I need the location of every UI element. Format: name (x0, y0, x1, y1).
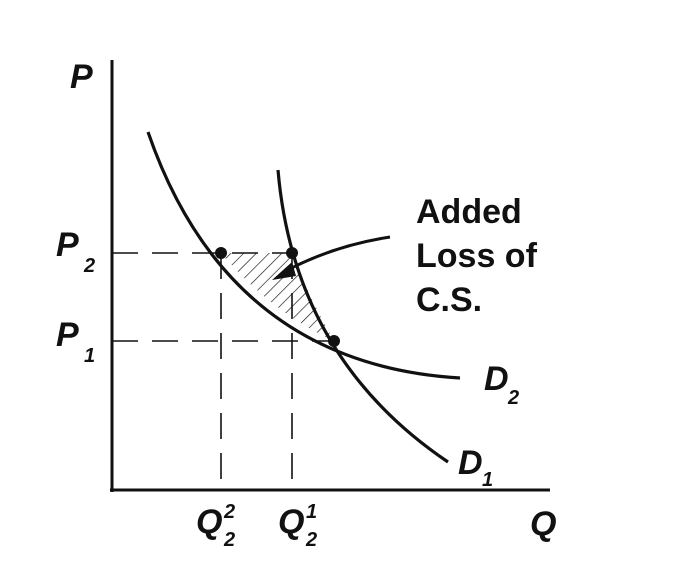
demand-curve-d2 (146, 131, 461, 380)
arrowhead-icon (272, 262, 296, 280)
quantity-label-q2-2-sub: 2 (224, 529, 236, 551)
quantity-label-q2-1-sub: 2 (306, 529, 318, 551)
quantity-label-q2-2-main: Q (196, 503, 223, 541)
curve-label-d2-sub: 2 (508, 387, 520, 409)
price-label-p1-sub: 1 (84, 345, 96, 367)
price-label-p2-main: P (56, 226, 79, 264)
point-p1-equilibrium (328, 335, 340, 347)
curve-label-d1-sub: 1 (482, 469, 494, 491)
demand-curve-d1 (276, 169, 449, 464)
annotation-line-2: Loss of (416, 237, 537, 275)
annotation-line-3: C.S. (416, 281, 483, 319)
y-axis-label: P (70, 58, 93, 96)
quantity-label-q2-1-main: Q (278, 503, 305, 541)
price-label-p1-main: P (56, 316, 79, 354)
added-loss-area (221, 253, 334, 341)
curve-label-d1-main: D (458, 444, 483, 482)
quantity-label-q2-1-sup: 1 (306, 501, 318, 523)
annotation-line-1: Added (416, 193, 522, 231)
price-label-p2-sub: 2 (84, 255, 96, 277)
point-q2-2-p2 (215, 247, 227, 259)
point-q2-1-p2 (286, 247, 298, 259)
curve-label-d2-main: D (484, 360, 509, 398)
annotation-arrow (283, 235, 391, 274)
quantity-label-q2-2-sup: 2 (224, 501, 236, 523)
x-axis-label: Q (530, 505, 557, 543)
